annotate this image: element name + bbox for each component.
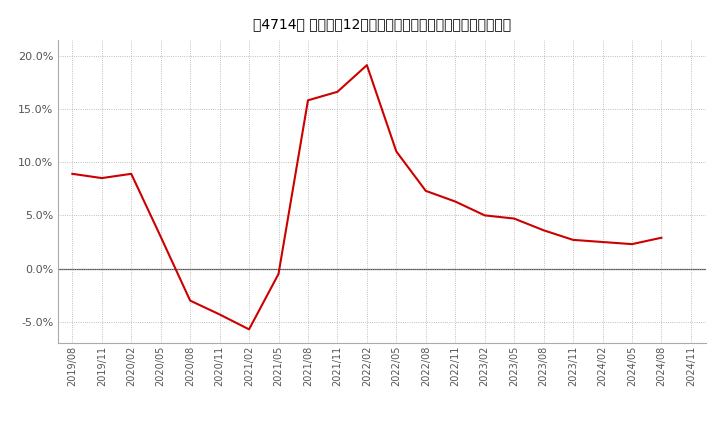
Title: ［4714］ 売上高の12か月移動合計の対前年同期増減率の推移: ［4714］ 売上高の12か月移動合計の対前年同期増減率の推移 — [253, 18, 510, 32]
